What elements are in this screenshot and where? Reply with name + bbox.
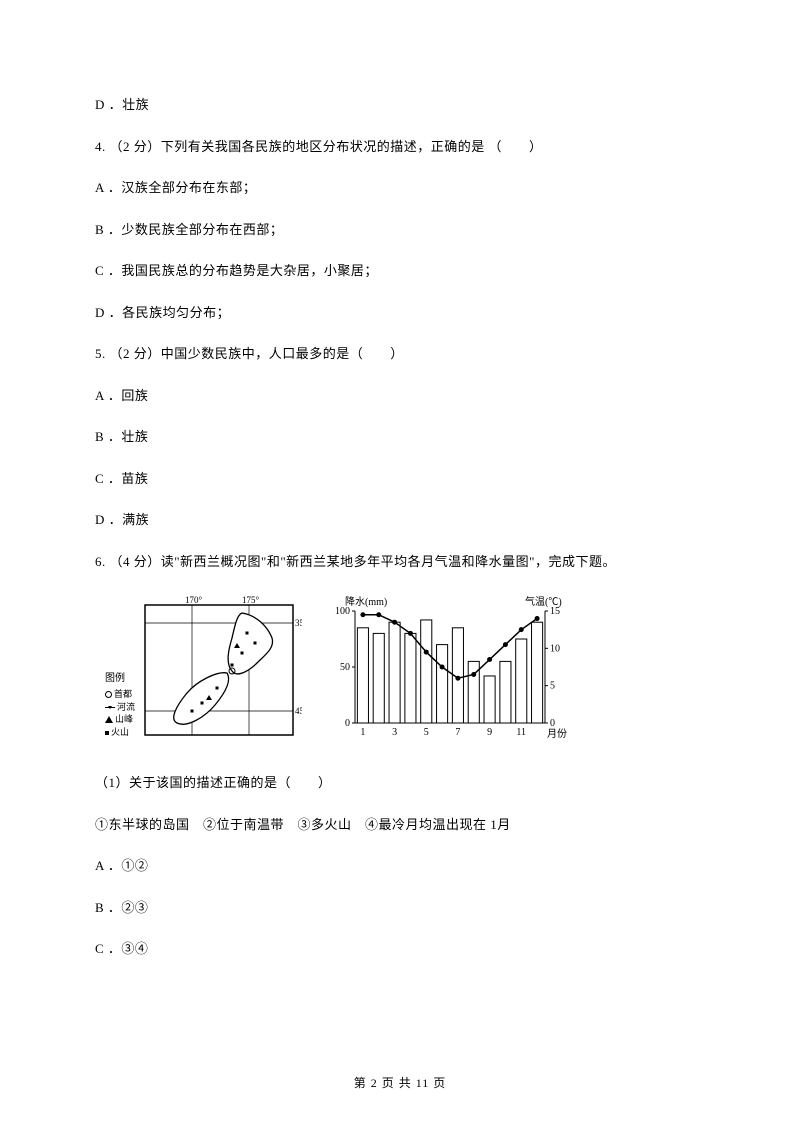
- q5-opt-b: B ．壮族: [95, 427, 705, 447]
- svg-text:175°: 175°: [242, 595, 260, 605]
- svg-text:3: 3: [392, 727, 397, 738]
- svg-text:气温(℃): 气温(℃): [525, 595, 562, 608]
- svg-text:11: 11: [516, 727, 526, 738]
- page-footer: 第 2 页 共 11 页: [0, 1074, 800, 1092]
- nz-map: 170° 175° 35° 45°: [137, 593, 302, 748]
- figure-row: 图例 首都 河流 山峰 火山 170°175°35°45° 0501000510…: [105, 593, 705, 748]
- map-legend: 图例 首都 河流 山峰 火山: [105, 673, 135, 738]
- climate-chart: 050100051015降水(mm)气温(℃)月份1357911: [320, 593, 575, 748]
- q6-stem: 6. （4 分）读"新西兰概况图"和"新西兰某地多年平均各月气温和降水量图"，完…: [95, 552, 705, 572]
- legend-item: 首都: [114, 689, 132, 700]
- q6-opt-a: A ．①②: [95, 856, 705, 876]
- q5-opt-d: D ．满族: [95, 510, 705, 530]
- svg-text:35°: 35°: [295, 618, 302, 628]
- q6-1-statements: ①东半球的岛国 ②位于南温带 ③多火山 ④最冷月均温出现在 1月: [95, 815, 705, 835]
- legend-item: 河流: [117, 702, 135, 713]
- q4-opt-d: D ．各民族均匀分布；: [95, 303, 705, 323]
- legend-item: 火山: [111, 727, 129, 738]
- legend-title: 图例: [105, 673, 135, 685]
- svg-text:50: 50: [340, 662, 350, 673]
- svg-text:45°: 45°: [295, 706, 302, 716]
- q4-opt-b: B ．少数民族全部分布在西部；: [95, 220, 705, 240]
- svg-text:7: 7: [455, 727, 460, 738]
- svg-text:5: 5: [550, 681, 555, 692]
- svg-text:月份: 月份: [547, 728, 567, 740]
- q4-opt-c: C ．我国民族总的分布趋势是大杂居，小聚居；: [95, 261, 705, 281]
- svg-text:170°: 170°: [185, 595, 203, 605]
- svg-text:0: 0: [550, 718, 555, 729]
- q3-option-d: D ．壮族: [95, 95, 705, 115]
- q6-opt-b: B ．②③: [95, 898, 705, 918]
- q5-opt-a: A ．回族: [95, 386, 705, 406]
- svg-text:1: 1: [360, 727, 365, 738]
- q5-opt-c: C ．苗族: [95, 469, 705, 489]
- svg-text:0: 0: [345, 718, 350, 729]
- svg-text:降水(mm): 降水(mm): [345, 595, 387, 608]
- q6-opt-c: C ．③④: [95, 939, 705, 959]
- q4-opt-a: A ．汉族全部分布在东部；: [95, 178, 705, 198]
- svg-text:5: 5: [424, 727, 429, 738]
- svg-text:10: 10: [550, 643, 560, 654]
- q6-1-stem: （1）关于该国的描述正确的是（ ）: [95, 773, 705, 793]
- svg-text:9: 9: [487, 727, 492, 738]
- q5-stem: 5. （2 分）中国少数民族中，人口最多的是（ ）: [95, 344, 705, 364]
- q4-stem: 4. （2 分）下列有关我国各民族的地区分布状况的描述，正确的是 （ ）: [95, 137, 705, 157]
- legend-item: 山峰: [115, 714, 133, 725]
